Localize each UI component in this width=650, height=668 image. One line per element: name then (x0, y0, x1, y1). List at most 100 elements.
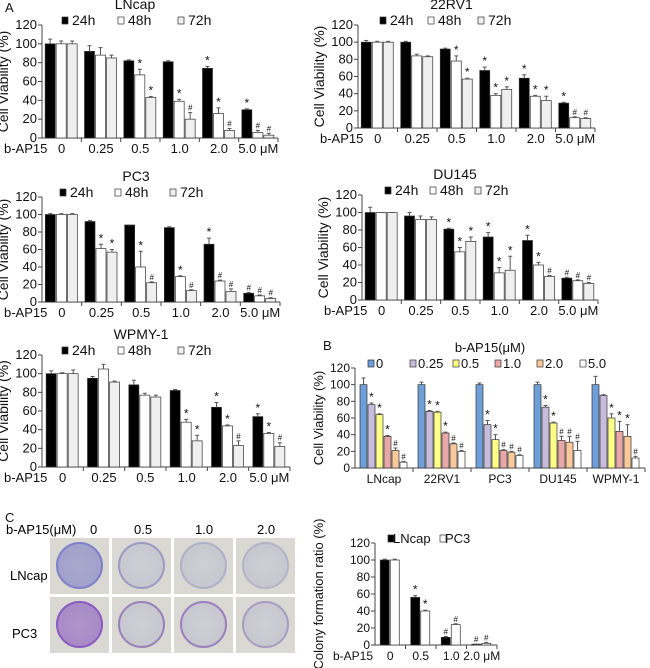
x-tick-label: 0.25 (89, 305, 114, 320)
significance-mark: # (393, 439, 398, 448)
y-axis-label: Cell Viability (%) (0, 199, 11, 301)
bar-48h (569, 117, 581, 129)
bar-0.5 (491, 439, 500, 469)
legend-label: 72h (488, 12, 511, 28)
x-tick-label: 1.0 (172, 305, 190, 320)
x-tick-label: 0 (58, 305, 65, 320)
colony-photo-pc3-2 (174, 597, 233, 653)
legend-swatch (452, 359, 460, 368)
significance-mark: * (493, 81, 498, 95)
y-axis-label: Colony formation ratio (%) (311, 519, 326, 668)
significance-mark: # (584, 109, 589, 118)
significance-mark: * (446, 215, 451, 229)
significance-mark: * (536, 249, 541, 263)
x-tick-label: 5.0 μM (238, 141, 278, 156)
significance-mark: * (443, 419, 448, 433)
bar-1.0 (557, 440, 566, 469)
y-tick-label: 40 (337, 428, 351, 442)
significance-mark: * (543, 393, 548, 407)
significance-mark: * (435, 398, 440, 412)
significance-mark: * (99, 231, 104, 245)
culture-well (180, 601, 227, 648)
bar-72h (501, 89, 513, 129)
significance-mark: * (482, 54, 487, 68)
legend-label: 48h (128, 12, 151, 28)
chart-title: b-AP15(μM) (455, 340, 525, 355)
bar-72h (185, 290, 197, 303)
significance-mark: * (216, 95, 221, 109)
significance-mark: # (573, 108, 578, 117)
bar-24h (518, 77, 530, 129)
significance-mark: * (525, 222, 530, 236)
significance-mark: # (246, 283, 251, 292)
bar-PC3 (389, 559, 400, 646)
bar-72h (233, 445, 244, 468)
bar-72h (224, 130, 235, 139)
bar-PC3 (420, 610, 431, 646)
legend-swatch (59, 188, 67, 197)
y-tick-label: 80 (23, 384, 37, 399)
x-tick-label: 0 (59, 470, 66, 485)
significance-mark: # (567, 427, 572, 436)
bar-48h (139, 394, 151, 468)
significance-mark: * (413, 583, 418, 597)
bar-72h (106, 57, 117, 139)
bar-72h (263, 134, 275, 139)
y-tick-label: 40 (23, 259, 37, 274)
significance-mark: * (244, 96, 249, 110)
significance-mark: * (369, 390, 374, 404)
bar-24h (211, 406, 222, 468)
significance-mark: * (522, 62, 527, 76)
bar-24h (243, 292, 255, 303)
culture-well (56, 601, 103, 648)
bar-24h (479, 70, 491, 129)
y-tick-label: 120 (331, 17, 353, 32)
y-tick-label: 20 (23, 440, 37, 455)
bar-72h (426, 219, 437, 301)
culture-well (242, 542, 289, 589)
bar-5.0 (631, 457, 640, 469)
legend-swatch (477, 16, 485, 25)
bar-48h (180, 421, 192, 468)
bar-48h (252, 132, 264, 139)
significance-mark: * (205, 53, 210, 67)
legend-swatch (474, 186, 482, 195)
y-tick-label: 80 (23, 224, 37, 239)
legend-label: 48h (440, 182, 463, 198)
bar-2.0 (565, 441, 574, 469)
y-tick-label: 0 (30, 130, 37, 145)
significance-mark: # (474, 635, 479, 644)
bar-24h (163, 227, 175, 303)
significance-mark: # (401, 452, 406, 461)
bar-48h (415, 219, 426, 301)
x-tick-label: 0.25 (405, 131, 430, 146)
bar-24h (45, 373, 57, 468)
bar-2.0 (623, 435, 632, 469)
bar-0.5 (375, 414, 384, 469)
x-tick-label: 1.0 (178, 470, 196, 485)
significance-mark: # (444, 628, 449, 637)
chart-title: PC3 (122, 168, 149, 184)
culture-well (118, 542, 165, 589)
bar-0.25 (367, 404, 376, 469)
bar-24h (443, 228, 455, 301)
bar-72h (265, 298, 277, 303)
legend-label: 72h (180, 184, 203, 200)
significance-mark: * (625, 412, 630, 426)
y-tick-label: 100 (330, 378, 350, 392)
significance-mark: # (454, 615, 459, 624)
x-tick-label: 0.5 (412, 649, 429, 663)
legend-label: 48h (438, 12, 461, 28)
y-tick-label: 120 (330, 361, 350, 375)
bar-48h (222, 425, 233, 468)
x-tick-label: 0.25 (88, 141, 113, 156)
y-tick-label: 40 (339, 86, 353, 101)
y-tick-label: 40 (23, 422, 37, 437)
bar-72h (540, 100, 552, 129)
bar-72h (184, 118, 196, 139)
bar-0.5 (549, 422, 558, 469)
significance-mark: * (454, 43, 459, 57)
bar-48h (371, 41, 383, 129)
significance-mark: * (423, 597, 428, 611)
significance-mark: * (561, 89, 566, 103)
